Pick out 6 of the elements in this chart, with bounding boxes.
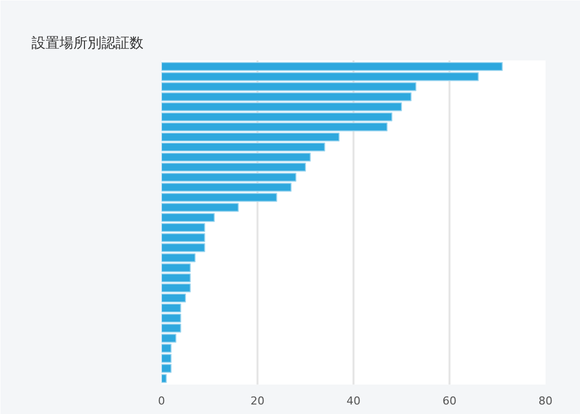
x-tick-label: 60	[442, 394, 456, 408]
x-tick-label: 20	[250, 394, 264, 408]
x-tick-label: 80	[538, 394, 552, 408]
x-tick-label: 40	[346, 394, 360, 408]
chart-title: 設置場所別認証数	[32, 36, 144, 52]
x-tick-label: 0	[158, 394, 165, 408]
